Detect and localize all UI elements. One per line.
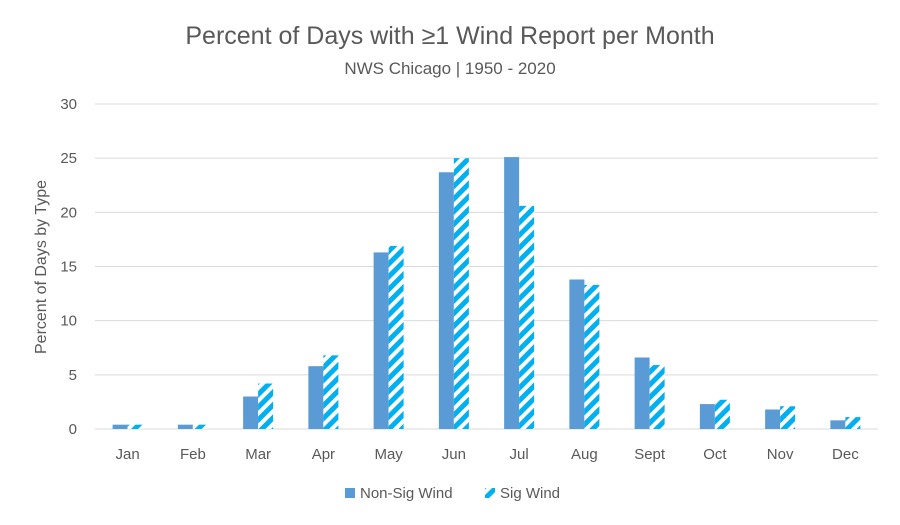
legend-sig-label: Sig Wind — [500, 485, 560, 502]
bar-non-sig-apr — [308, 366, 324, 429]
x-tick-label: Feb — [180, 446, 206, 463]
bar-non-sig-aug — [569, 279, 585, 429]
y-tick-label: 25 — [60, 150, 77, 167]
chart-subtitle: NWS Chicago | 1950 - 2020 — [344, 59, 555, 78]
x-tick-label: Jan — [116, 446, 140, 463]
gridlines — [95, 103, 878, 430]
y-axis-ticks: 0 5 10 15 20 25 30 — [60, 96, 77, 438]
y-tick-label: 20 — [60, 204, 77, 221]
bar-sig-apr — [323, 355, 339, 429]
bars — [112, 157, 861, 430]
y-tick-label: 30 — [60, 96, 77, 113]
y-tick-label: 5 — [69, 367, 77, 384]
y-tick-label: 10 — [60, 313, 77, 330]
bar-non-sig-feb — [177, 424, 193, 429]
chart-title: Percent of Days with ≥1 Wind Report per … — [185, 22, 714, 50]
legend-sig-swatch — [485, 488, 495, 498]
legend-non-sig-swatch — [345, 488, 355, 498]
bar-non-sig-jul — [504, 157, 520, 430]
x-tick-label: Aug — [571, 446, 598, 463]
x-tick-label: Jul — [510, 446, 529, 463]
bar-non-sig-nov — [765, 409, 781, 429]
x-tick-label: Sept — [634, 446, 666, 463]
y-tick-label: 0 — [69, 421, 77, 438]
bar-non-sig-jun — [438, 172, 454, 429]
legend-non-sig-label: Non-Sig Wind — [360, 485, 453, 502]
bar-non-sig-oct — [699, 404, 715, 429]
y-axis-label: Percent of Days by Type — [33, 180, 50, 354]
legend: Non-Sig Wind Sig Wind — [345, 485, 560, 502]
x-tick-label: Dec — [832, 446, 859, 463]
bar-sig-jun — [453, 158, 469, 429]
x-tick-label: May — [374, 446, 403, 463]
bar-sig-jul — [519, 205, 535, 429]
x-tick-label: Apr — [312, 446, 335, 463]
x-tick-label: Jun — [442, 446, 466, 463]
bar-non-sig-jan — [112, 424, 128, 429]
bar-sig-aug — [584, 284, 600, 429]
x-tick-label: Mar — [245, 446, 271, 463]
bar-sig-sept — [649, 365, 665, 429]
bar-non-sig-may — [373, 252, 389, 429]
bar-sig-nov — [780, 406, 796, 429]
y-tick-label: 15 — [60, 259, 77, 276]
bar-sig-feb — [192, 424, 208, 429]
x-tick-label: Oct — [703, 446, 727, 463]
bar-non-sig-dec — [830, 420, 846, 429]
bar-sig-jan — [127, 424, 143, 429]
x-tick-label: Nov — [767, 446, 794, 463]
bar-sig-dec — [845, 417, 861, 429]
bar-sig-mar — [258, 383, 274, 429]
x-axis-ticks: Jan Feb Mar Apr May Jun Jul Aug Sept Oct Nov Dec — [116, 446, 860, 463]
bar-non-sig-sept — [634, 357, 650, 429]
bar-non-sig-mar — [243, 396, 259, 429]
bar-sig-may — [388, 245, 404, 429]
bar-sig-oct — [714, 399, 730, 429]
